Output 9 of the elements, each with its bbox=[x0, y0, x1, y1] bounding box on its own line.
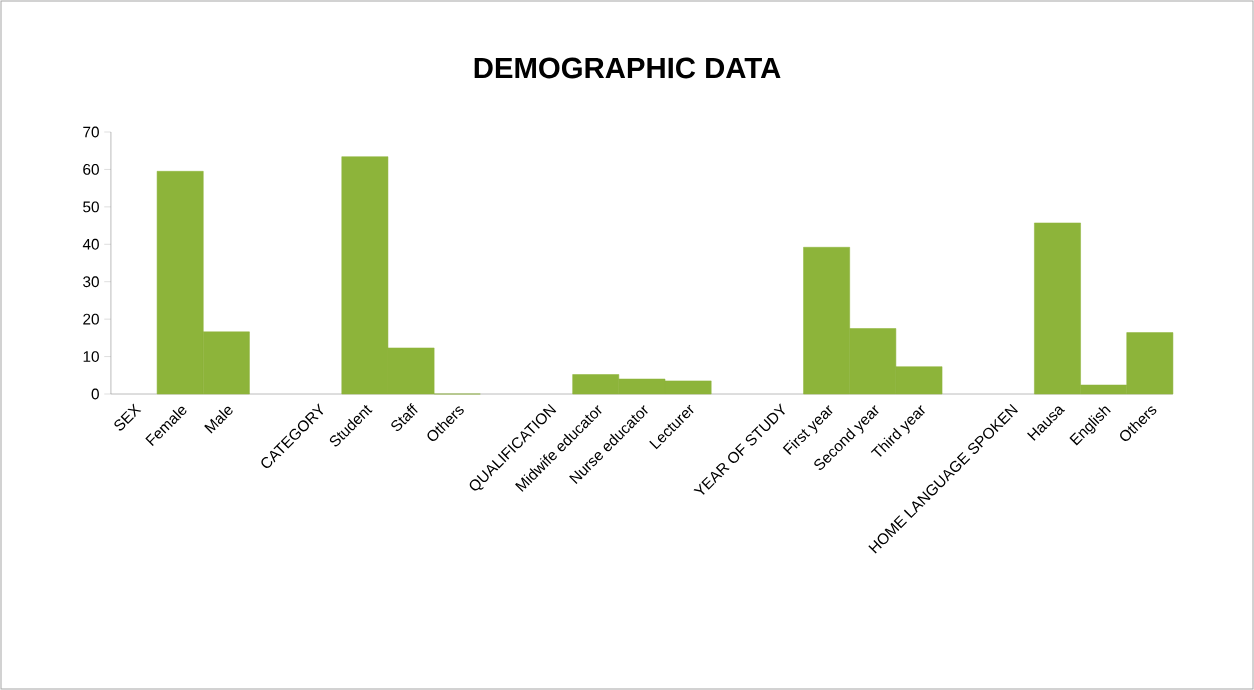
y-tick-label: 0 bbox=[91, 388, 99, 400]
y-tick-label: 60 bbox=[83, 164, 99, 175]
y-tick-label: 70 bbox=[83, 126, 99, 138]
y-tick-label: 40 bbox=[82, 238, 99, 250]
y-tick-label: 50 bbox=[83, 201, 99, 213]
y-tick-label: 10 bbox=[83, 351, 99, 362]
y-tick-label: 20 bbox=[83, 313, 99, 325]
chart-title: DEMOGRAPHIC DATA bbox=[474, 57, 781, 79]
y-tick-label: 30 bbox=[83, 276, 99, 288]
